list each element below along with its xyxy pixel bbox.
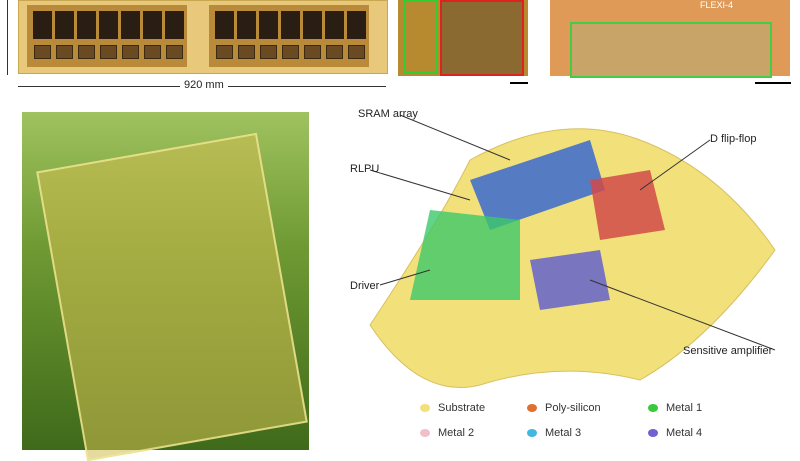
chip-pad bbox=[166, 45, 183, 59]
chip-pad bbox=[282, 45, 299, 59]
chip-micrograph: FLEXI-4 bbox=[550, 0, 790, 78]
amp-block bbox=[530, 250, 610, 310]
label-driver: Driver bbox=[350, 280, 380, 292]
sram-block bbox=[470, 140, 605, 230]
chip-cell bbox=[215, 11, 234, 39]
legend-item: Substrate bbox=[420, 402, 485, 414]
layer-diagram bbox=[369, 114, 776, 388]
chip-pad bbox=[56, 45, 73, 59]
chip-pad bbox=[100, 45, 117, 59]
legend-item: Metal 2 bbox=[420, 427, 474, 439]
chip-pad bbox=[326, 45, 343, 59]
chip-cell bbox=[281, 11, 300, 39]
dimension-label: 920 mm bbox=[180, 79, 228, 91]
chip-cell bbox=[303, 11, 322, 39]
chip-cell bbox=[55, 11, 74, 39]
dff-block bbox=[590, 170, 665, 240]
label-sram-array: SRAM array bbox=[358, 108, 418, 120]
chip-cell bbox=[121, 11, 140, 39]
die bbox=[27, 5, 187, 67]
chip-cell bbox=[325, 11, 344, 39]
label-sensitive-amplifier: Sensitive amplifier bbox=[683, 345, 773, 357]
chip-cell bbox=[165, 11, 184, 39]
chip-closeup bbox=[398, 0, 528, 76]
chip-cell bbox=[99, 11, 118, 39]
height-dimension-line bbox=[7, 0, 8, 75]
chip-label: FLEXI-4 bbox=[700, 0, 734, 10]
chip-cell bbox=[33, 11, 52, 39]
scale-bar bbox=[755, 82, 791, 84]
chip-pad bbox=[78, 45, 95, 59]
wafer-photo bbox=[18, 0, 388, 74]
driver-block bbox=[410, 210, 520, 300]
chip-pad bbox=[144, 45, 161, 59]
chip-pad bbox=[238, 45, 255, 59]
chip-pad bbox=[216, 45, 233, 59]
legend-item: Metal 3 bbox=[527, 427, 581, 439]
chip-cell bbox=[347, 11, 366, 39]
die bbox=[209, 5, 369, 67]
scale-bar bbox=[510, 82, 528, 84]
legend-item: Metal 4 bbox=[648, 427, 702, 439]
chip-pad bbox=[348, 45, 365, 59]
chip-cell bbox=[237, 11, 256, 39]
label-rlpu: RLPU bbox=[350, 163, 380, 175]
chip-pad bbox=[304, 45, 321, 59]
chip-pad bbox=[122, 45, 139, 59]
chip-cell bbox=[259, 11, 278, 39]
legend-item: Metal 1 bbox=[648, 402, 702, 414]
chip-pad bbox=[260, 45, 277, 59]
label-d-flip-flop: D flip-flop bbox=[710, 133, 757, 145]
chip-pad bbox=[34, 45, 51, 59]
chip-cell bbox=[77, 11, 96, 39]
legend-item: Poly-silicon bbox=[527, 402, 601, 414]
chip-cell bbox=[143, 11, 162, 39]
